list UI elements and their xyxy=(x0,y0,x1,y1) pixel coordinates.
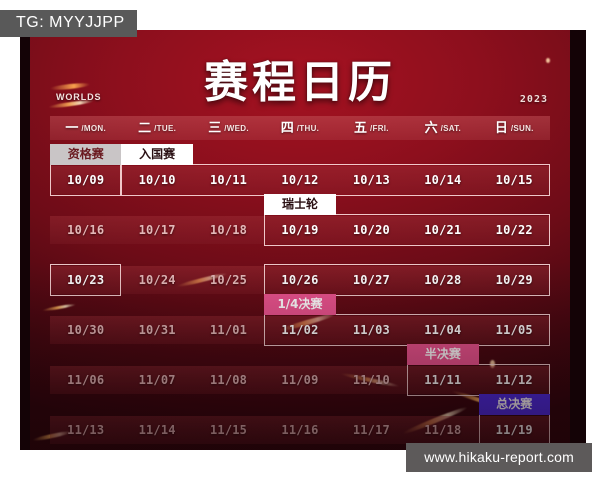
calendar-week-row: 10/09 10/10 10/11 10/12 10/13 10/14 10/15 资格赛 入国… xyxy=(50,144,550,196)
page-title: 赛程日历 xyxy=(204,57,396,108)
weekday-en-label: /THU. xyxy=(296,123,320,133)
week-day-strip: 10/30 10/31 11/01 11/02 11/03 11/04 11/05 xyxy=(50,316,550,344)
year-label: 2023 xyxy=(519,94,548,105)
calendar-day-cell[interactable]: 10/16 xyxy=(67,223,105,237)
calendar-day-cell[interactable]: 10/27 xyxy=(352,273,390,287)
calendar-day-cell[interactable]: 10/12 xyxy=(281,173,319,187)
calendar-day-cell[interactable]: 11/13 xyxy=(67,423,105,437)
calendar-day-cell[interactable]: 11/15 xyxy=(209,423,248,437)
calendar-day-cell[interactable]: 10/14 xyxy=(424,173,462,187)
tg-watermark: TG: MYYJJPP xyxy=(0,10,137,37)
calendar-week-row: 11/06 11/07 11/08 11/09 11/10 11/11 11/12 半决赛 xyxy=(50,344,550,396)
calendar-day-cell[interactable]: 11/06 xyxy=(67,373,105,387)
weekday-en-label: /FRI. xyxy=(369,123,389,133)
calendar-week-row: 10/30 10/31 11/01 11/02 11/03 11/04 11/05 1/4决赛 xyxy=(50,294,550,346)
weekday-header-cell: 一/MON. xyxy=(50,116,121,140)
calendar-day-cell[interactable]: 11/03 xyxy=(352,323,390,337)
poster-background: WORLDS 赛程日历 2023 一/MON. 二/TUE. 三/WED. 四/THU… xyxy=(30,30,570,450)
calendar-day-cell[interactable]: 11/10 xyxy=(352,373,390,387)
calendar-day-cell[interactable]: 10/21 xyxy=(424,223,462,237)
calendar-day-cell[interactable]: 11/01 xyxy=(209,323,248,337)
week-day-strip: 10/23 10/24 10/25 10/26 10/27 10/28 10/29 xyxy=(50,266,550,294)
calendar-day-cell[interactable]: 11/02 xyxy=(281,323,319,337)
week-day-strip: 10/16 10/17 10/18 10/19 10/20 10/21 10/22 xyxy=(50,216,550,244)
weekday-en-label: /WED. xyxy=(224,123,249,133)
week-day-strip: 10/09 10/10 10/11 10/12 10/13 10/14 10/15 xyxy=(50,166,550,194)
calendar-day-cell[interactable]: 11/07 xyxy=(138,373,176,387)
site-watermark: www.hikaku-report.com xyxy=(406,443,592,472)
schedule-poster: WORLDS 赛程日历 2023 一/MON. 二/TUE. 三/WED. 四/THU… xyxy=(20,30,586,450)
weekday-en-label: /SUN. xyxy=(510,123,534,133)
calendar-day-cell[interactable]: 10/23 xyxy=(67,273,105,287)
stage-tab[interactable]: 半决赛 xyxy=(407,344,479,365)
weekday-cn-label: 一 xyxy=(65,120,79,136)
weekday-header-cell: 五/FRI. xyxy=(336,116,407,140)
weekday-en-label: /SAT. xyxy=(440,123,462,133)
calendar-day-cell[interactable]: 10/22 xyxy=(495,223,533,237)
weekday-cn-label: 四 xyxy=(280,120,294,136)
weekday-header-cell: 六/SAT. xyxy=(407,116,478,140)
calendar-day-cell[interactable]: 10/17 xyxy=(138,223,176,237)
stage-tab[interactable]: 1/4决赛 xyxy=(264,294,336,315)
weekday-cn-label: 日 xyxy=(494,120,508,136)
week-day-strip: 11/13 11/14 11/15 11/16 11/17 11/18 11/19 xyxy=(50,416,550,444)
calendar-day-cell[interactable]: 11/17 xyxy=(352,423,390,437)
calendar-day-cell[interactable]: 10/13 xyxy=(352,173,390,187)
weekday-header-cell: 二/TUE. xyxy=(121,116,192,140)
stage-tab[interactable]: 总决赛 xyxy=(478,394,550,415)
calendar-grid: 10/09 10/10 10/11 10/12 10/13 10/14 10/15 资格赛 入国… xyxy=(50,144,550,448)
weekday-header-cell: 三/WED. xyxy=(193,116,264,140)
calendar-day-cell[interactable]: 11/18 xyxy=(424,423,462,437)
worlds-brand-label: WORLDS xyxy=(56,92,102,102)
weekday-cn-label: 五 xyxy=(353,120,367,136)
week-day-strip: 11/06 11/07 11/08 11/09 11/10 11/11 11/12 xyxy=(50,366,550,394)
weekday-en-label: /MON. xyxy=(81,123,107,133)
calendar-day-cell[interactable]: 10/24 xyxy=(138,273,176,287)
calendar-day-cell[interactable]: 11/05 xyxy=(495,323,533,337)
calendar-day-cell[interactable]: 11/11 xyxy=(424,373,462,387)
weekday-header-cell: 日/SUN. xyxy=(479,116,550,140)
calendar-day-cell[interactable]: 10/19 xyxy=(281,223,319,237)
weekday-header-row: 一/MON. 二/TUE. 三/WED. 四/THU. 五/FRI. 六/SAT. 日/SU… xyxy=(50,116,550,140)
calendar-day-cell[interactable]: 10/26 xyxy=(281,273,319,287)
calendar-day-cell[interactable]: 11/12 xyxy=(495,373,533,387)
stage-tab[interactable]: 资格赛 xyxy=(50,144,122,165)
weekday-en-label: /TUE. xyxy=(154,123,177,133)
calendar-day-cell[interactable]: 11/04 xyxy=(424,323,462,337)
calendar-day-cell[interactable]: 10/10 xyxy=(138,173,176,187)
weekday-cn-label: 二 xyxy=(138,120,152,136)
calendar-day-cell[interactable]: 11/19 xyxy=(495,423,533,437)
weekday-cn-label: 三 xyxy=(208,120,222,136)
calendar-day-cell[interactable]: 10/18 xyxy=(209,223,248,237)
calendar-week-row: 11/13 11/14 11/15 11/16 11/17 11/18 11/19 总决赛 xyxy=(50,394,550,446)
calendar-day-cell[interactable]: 10/31 xyxy=(138,323,176,337)
calendar-day-cell[interactable]: 10/29 xyxy=(495,273,533,287)
stage-tab[interactable]: 瑞士轮 xyxy=(264,194,336,215)
calendar-day-cell[interactable]: 10/28 xyxy=(424,273,462,287)
calendar-day-cell[interactable]: 11/14 xyxy=(138,423,176,437)
calendar-week-row: 10/23 10/24 10/25 10/26 10/27 10/28 10/29 xyxy=(50,248,550,296)
weekday-cn-label: 六 xyxy=(424,120,438,136)
calendar-day-cell[interactable]: 10/20 xyxy=(352,223,390,237)
calendar-day-cell[interactable]: 10/15 xyxy=(495,173,533,187)
calendar-day-cell[interactable]: 10/30 xyxy=(67,323,105,337)
calendar-day-cell[interactable]: 11/08 xyxy=(209,373,248,387)
weekday-header-cell: 四/THU. xyxy=(264,116,335,140)
calendar-day-cell[interactable]: 10/25 xyxy=(209,273,248,287)
calendar-day-cell[interactable]: 11/09 xyxy=(281,373,319,387)
calendar-week-row: 10/16 10/17 10/18 10/19 10/20 10/21 10/22 瑞士轮 xyxy=(50,194,550,246)
calendar-day-cell[interactable]: 10/11 xyxy=(209,173,248,187)
calendar-day-cell[interactable]: 11/16 xyxy=(281,423,319,437)
calendar-day-cell[interactable]: 10/09 xyxy=(67,173,105,187)
stage-tab[interactable]: 入国赛 xyxy=(121,144,193,165)
